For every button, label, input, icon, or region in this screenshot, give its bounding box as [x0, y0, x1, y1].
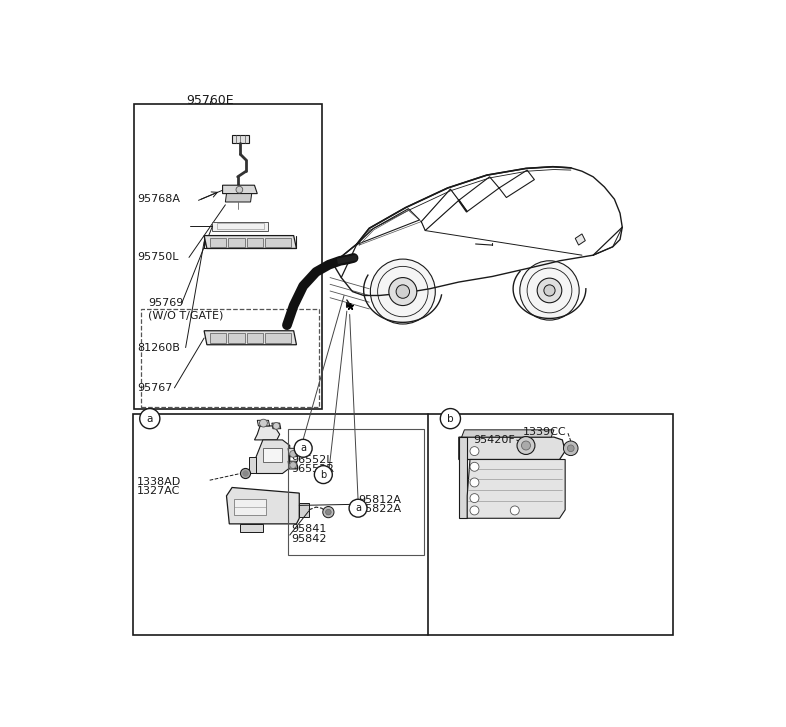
- Text: 95750L: 95750L: [137, 252, 178, 262]
- Polygon shape: [226, 488, 299, 524]
- Bar: [134, 104, 321, 409]
- Text: 95812A: 95812A: [358, 495, 401, 505]
- Circle shape: [517, 436, 535, 454]
- Text: 95841: 95841: [291, 524, 326, 534]
- Circle shape: [470, 478, 479, 487]
- Polygon shape: [265, 238, 291, 246]
- Circle shape: [527, 268, 572, 313]
- Circle shape: [470, 446, 479, 456]
- Circle shape: [294, 439, 312, 457]
- Circle shape: [537, 278, 562, 302]
- Circle shape: [396, 285, 410, 298]
- Polygon shape: [228, 333, 245, 343]
- Text: (W/O T/GATE): (W/O T/GATE): [148, 310, 223, 321]
- Bar: [133, 414, 673, 635]
- Polygon shape: [467, 459, 565, 518]
- Circle shape: [140, 409, 160, 429]
- Text: 95768A: 95768A: [137, 194, 180, 204]
- Polygon shape: [222, 185, 257, 193]
- Circle shape: [470, 506, 479, 515]
- Circle shape: [243, 470, 248, 476]
- Circle shape: [349, 499, 367, 517]
- Text: 95420F: 95420F: [473, 435, 515, 445]
- Circle shape: [314, 466, 332, 483]
- Text: a: a: [355, 503, 361, 513]
- Polygon shape: [247, 333, 263, 343]
- Circle shape: [290, 451, 296, 457]
- Text: 1327AC: 1327AC: [137, 486, 180, 497]
- Polygon shape: [459, 437, 565, 459]
- Polygon shape: [228, 238, 245, 246]
- Polygon shape: [233, 499, 266, 515]
- Circle shape: [389, 278, 417, 305]
- Text: 95769: 95769: [148, 298, 183, 308]
- Polygon shape: [210, 238, 226, 246]
- Text: 95760E: 95760E: [185, 94, 233, 107]
- Text: 1338AD: 1338AD: [137, 477, 182, 487]
- Circle shape: [236, 186, 243, 193]
- Text: b: b: [320, 470, 326, 480]
- Text: a: a: [147, 414, 153, 424]
- Text: a: a: [300, 443, 307, 454]
- Polygon shape: [263, 449, 282, 462]
- Circle shape: [325, 510, 331, 515]
- Polygon shape: [265, 333, 291, 343]
- Text: 95842: 95842: [291, 534, 326, 544]
- Polygon shape: [575, 234, 586, 245]
- Text: 81260B: 81260B: [137, 342, 180, 353]
- Polygon shape: [257, 420, 270, 426]
- Polygon shape: [272, 423, 281, 429]
- Circle shape: [377, 266, 428, 317]
- Circle shape: [567, 445, 574, 451]
- Circle shape: [273, 422, 280, 429]
- Bar: [141, 310, 319, 407]
- Circle shape: [520, 261, 579, 320]
- Polygon shape: [249, 457, 256, 473]
- Polygon shape: [299, 502, 309, 517]
- Circle shape: [290, 462, 296, 468]
- Polygon shape: [459, 437, 467, 518]
- Circle shape: [470, 462, 479, 471]
- Circle shape: [323, 507, 334, 518]
- Polygon shape: [226, 193, 252, 202]
- Text: 96552R: 96552R: [291, 464, 334, 474]
- Polygon shape: [288, 461, 298, 469]
- Polygon shape: [204, 236, 296, 249]
- Text: 96552L: 96552L: [291, 454, 332, 465]
- Circle shape: [370, 259, 435, 324]
- Circle shape: [241, 468, 251, 478]
- Text: 1339CC: 1339CC: [523, 427, 567, 436]
- Circle shape: [440, 409, 461, 429]
- Polygon shape: [212, 222, 269, 231]
- Text: b: b: [447, 414, 454, 424]
- Bar: [288, 429, 424, 555]
- Polygon shape: [210, 333, 226, 343]
- Circle shape: [544, 285, 555, 296]
- Polygon shape: [247, 238, 263, 246]
- Circle shape: [470, 494, 479, 502]
- Circle shape: [564, 441, 578, 456]
- Text: 95767: 95767: [137, 383, 172, 393]
- Polygon shape: [232, 134, 249, 143]
- Polygon shape: [255, 426, 280, 440]
- Circle shape: [510, 506, 520, 515]
- Polygon shape: [461, 430, 554, 437]
- Polygon shape: [288, 449, 298, 457]
- Text: 95822A: 95822A: [358, 505, 401, 514]
- Polygon shape: [256, 440, 290, 473]
- Polygon shape: [204, 331, 296, 345]
- Circle shape: [259, 419, 267, 427]
- Polygon shape: [241, 524, 263, 532]
- Circle shape: [521, 441, 531, 450]
